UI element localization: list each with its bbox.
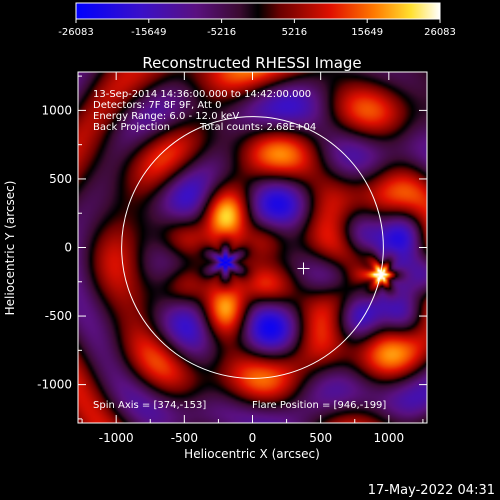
heatmap-area xyxy=(78,72,427,423)
y-tick-label: 1000 xyxy=(41,103,72,117)
colorbar xyxy=(76,3,440,19)
y-tick-label: 500 xyxy=(49,172,72,186)
colorbar-tick-labels: -26083 -15649 -5216 5216 15649 26083 xyxy=(58,27,456,38)
y-axis-ticks: -1000 -500 0 500 1000 xyxy=(37,75,427,420)
spin-axis-cross-icon xyxy=(297,262,310,275)
colorbar-tick-label: 5216 xyxy=(282,27,307,38)
annotation-detectors: Detectors: 7F 8F 9F, Att 0 xyxy=(93,100,221,111)
y-axis-label: Heliocentric Y (arcsec) xyxy=(3,181,17,316)
x-tick-label: -1000 xyxy=(99,431,134,445)
heatmap-image xyxy=(78,72,427,423)
y-tick-label: -500 xyxy=(45,309,72,323)
colorbar-ticks xyxy=(75,19,441,23)
y-tick-label: -1000 xyxy=(37,378,72,392)
x-tick-label: 500 xyxy=(309,431,332,445)
annotation-method: Back Projection xyxy=(93,122,170,133)
annotation-total-counts: Total counts: 2.68E+04 xyxy=(199,122,316,133)
colorbar-tick-label: -15649 xyxy=(131,27,166,38)
x-axis-label: Heliocentric X (arcsec) xyxy=(184,447,320,461)
x-tick-label: 1000 xyxy=(374,431,405,445)
y-tick-label: 0 xyxy=(64,241,72,255)
footer-timestamp: 17-May-2022 04:31 xyxy=(368,483,495,498)
colorbar-tick-label: 15649 xyxy=(351,27,383,38)
annotation-time-range: 13-Sep-2014 14:36:00.000 to 14:42:00.000 xyxy=(93,89,311,100)
x-tick-label: 0 xyxy=(249,431,257,445)
x-axis-ticks: -1000 -500 0 500 1000 xyxy=(81,72,424,445)
chart-title: Reconstructed RHESSI Image xyxy=(142,54,361,72)
colorbar-frame xyxy=(75,2,441,20)
annotation-flare-position: Flare Position = [946,-199] xyxy=(252,400,386,411)
colorbar-tick-label: 26083 xyxy=(424,27,456,38)
annotation-spin-axis: Spin Axis = [374,-153] xyxy=(93,400,206,411)
solar-limb-circle xyxy=(121,116,384,379)
colorbar-tick-label: -5216 xyxy=(207,27,236,38)
annotation-energy-range: Energy Range: 6.0 - 12.0 keV xyxy=(93,111,239,122)
x-tick-label: -500 xyxy=(171,431,198,445)
colorbar-tick-label: -26083 xyxy=(58,27,93,38)
